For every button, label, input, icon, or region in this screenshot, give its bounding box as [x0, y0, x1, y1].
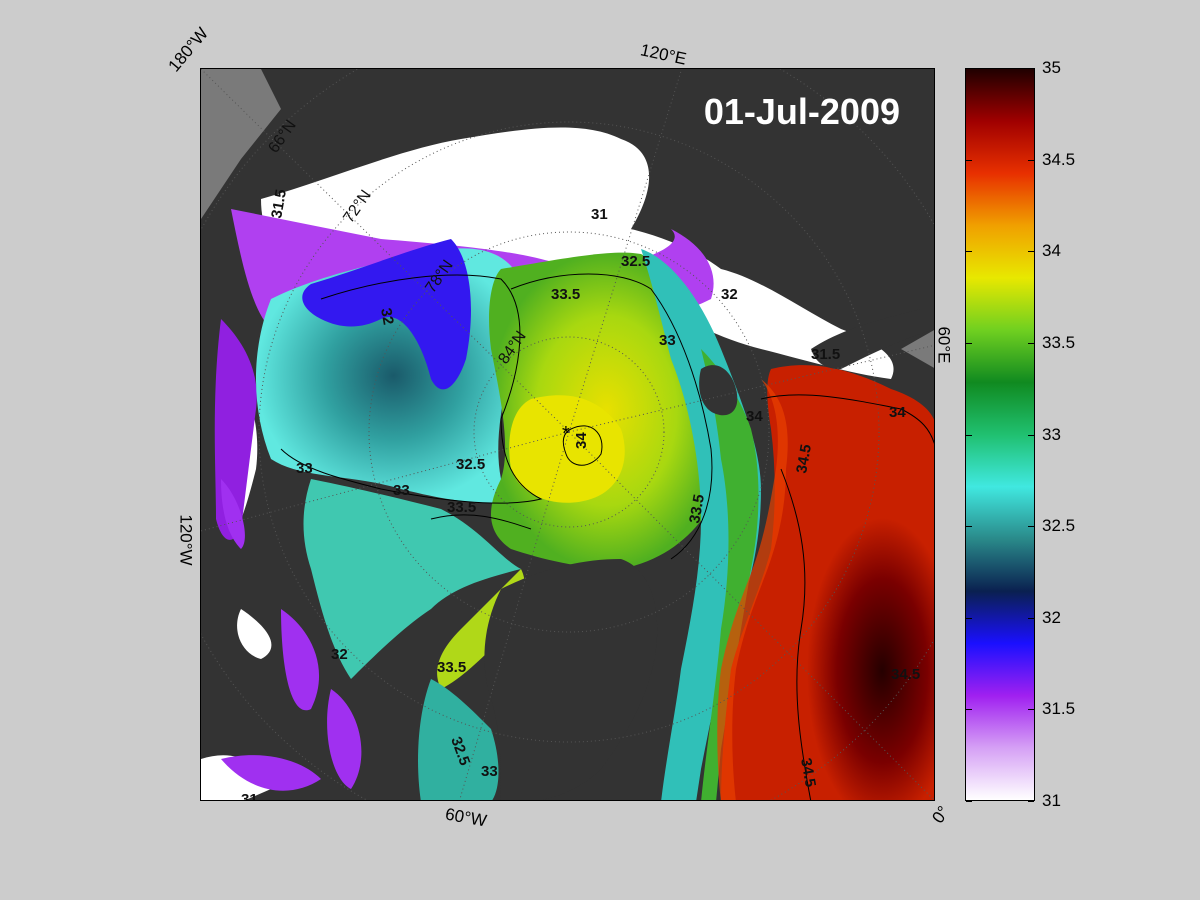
- colorbar-tick-label: 32: [1042, 607, 1061, 627]
- colorbar-tick-mark: [1028, 617, 1034, 619]
- contour-label: 34.5: [891, 666, 920, 683]
- contour-label-group: 31 31 31.5 31.5 32 32 32 32.5 32.5 32.5 …: [241, 188, 920, 801]
- svalbard: [699, 365, 738, 416]
- salinity-colorbar: [965, 68, 1035, 801]
- date-title: 01-Jul-2009: [703, 91, 900, 132]
- contour-label: 31.5: [811, 346, 840, 363]
- atlantic-orange-edge: [717, 379, 788, 800]
- colorbar-tick-mark: [1028, 709, 1034, 711]
- baffin-bay: [418, 679, 499, 800]
- novaya-zemlya: [811, 309, 934, 369]
- colorbar-tick-mark: [966, 434, 972, 436]
- colorbar-tick-mark: [966, 709, 972, 711]
- fresh-water-fringe-south: [221, 479, 362, 791]
- longitude-label-120w: 120°W: [176, 514, 196, 566]
- colorbar-tick-label: 31.5: [1042, 699, 1076, 719]
- colorbar-tick-label: 32.5: [1042, 516, 1076, 536]
- atlantic-water: [721, 365, 934, 800]
- colorbar-tick-mark: [1028, 801, 1034, 802]
- contour-label: 32: [331, 646, 348, 663]
- north-pole-marker: *: [562, 423, 570, 445]
- sea-ice-south-west: [237, 609, 272, 659]
- colorbar-tick-mark: [966, 251, 972, 253]
- sea-ice-region: [261, 127, 894, 379]
- archipelago-channels: [303, 479, 521, 679]
- contour-label: 31: [241, 791, 258, 801]
- colorbar-tick-mark: [1028, 434, 1034, 436]
- contour-label: 34.5: [797, 757, 819, 789]
- colorbar-tick-mark: [1028, 526, 1034, 528]
- contour-label: 33.5: [447, 499, 476, 516]
- colorbar-tick-mark: [966, 526, 972, 528]
- longitude-label-60e: 60°E: [934, 326, 954, 364]
- contour-label: 33.5: [686, 493, 708, 525]
- map-panel: * 31 31 31.5 31.5 32 32 32 32.5 32.5 32.…: [200, 68, 935, 801]
- colorbar-tick-mark: [966, 801, 972, 802]
- no-data-corner: [201, 69, 281, 219]
- eurasian-green-band: [701, 349, 759, 800]
- colorbar-tick-label: 35: [1042, 58, 1061, 77]
- longitude-label-60w: 60°W: [443, 804, 489, 831]
- colorbar-tick-label: 34.5: [1042, 149, 1076, 169]
- contour-label: 33: [659, 332, 676, 349]
- colorbar-tick-mark: [966, 342, 972, 344]
- contour-label: 32: [721, 286, 738, 303]
- colorbar-tick-label: 34: [1042, 241, 1061, 261]
- contour-label: 34: [746, 408, 763, 425]
- colorbar-tick-mark: [1028, 68, 1034, 69]
- contour-label: 31: [591, 206, 608, 223]
- colorbar-tick-mark: [1028, 251, 1034, 253]
- colorbar-tick-label: 33.5: [1042, 332, 1076, 352]
- graticule: [201, 69, 934, 800]
- contour-label: 34.5: [793, 443, 815, 475]
- salinity-contours: [280, 273, 934, 800]
- contour-label: 32.5: [456, 456, 485, 473]
- no-data-patch: [901, 330, 934, 368]
- colorbar-tick-mark: [966, 617, 972, 619]
- contour-label: 34: [573, 432, 590, 449]
- contour-label: 33.5: [551, 286, 580, 303]
- contour-label: 31.5: [268, 188, 290, 220]
- colorbar-tick-label: 31: [1042, 791, 1061, 810]
- colorbar-tick-mark: [966, 159, 972, 161]
- colorbar-tick-mark: [966, 68, 972, 69]
- longitude-label-0: 0°: [928, 802, 954, 827]
- greenland: [484, 559, 658, 800]
- colorbar-tick-mark: [1028, 342, 1034, 344]
- contour-label: 33: [481, 763, 498, 780]
- central-yellow-core: [509, 395, 625, 503]
- colorbar-tick-label: 33: [1042, 424, 1061, 444]
- contour-label: 32.5: [621, 253, 650, 270]
- salinity-map: * 31 31 31.5 31.5 32 32 32 32.5 32.5 32.…: [201, 69, 934, 801]
- longitude-label-120e: 120°E: [638, 40, 689, 69]
- contour-label: 33: [296, 460, 313, 477]
- contour-label: 33: [393, 482, 410, 499]
- contour-label: 34: [889, 404, 906, 421]
- contour-label: 32: [377, 307, 397, 326]
- colorbar-tick-mark: [1028, 159, 1034, 161]
- contour-label: 33.5: [437, 659, 466, 676]
